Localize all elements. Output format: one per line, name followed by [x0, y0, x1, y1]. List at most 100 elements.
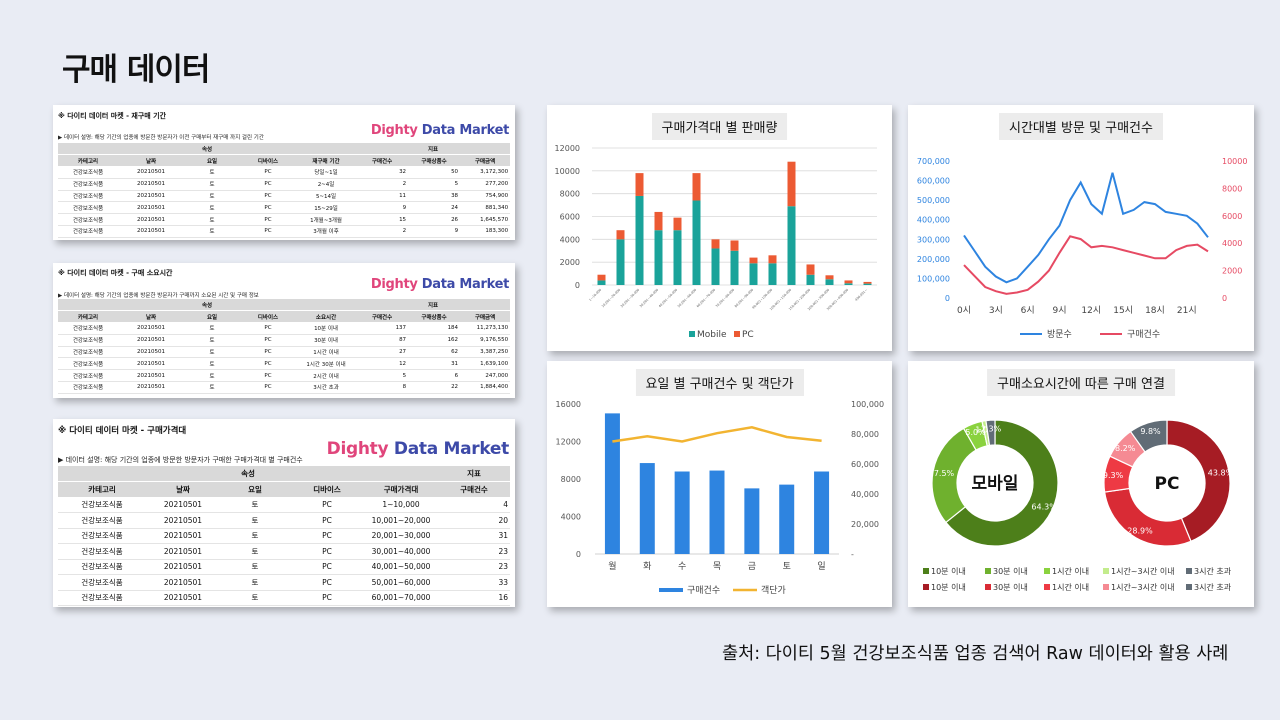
table-cell: 20210501 — [118, 213, 184, 227]
table-cell: 31 — [438, 528, 510, 544]
column-header: 디바이스 — [240, 154, 296, 168]
table-cell: 23 — [438, 543, 510, 560]
group-header-metric: 지표 — [356, 299, 511, 312]
bar — [639, 463, 655, 554]
y-tick-label: 10000 — [555, 167, 580, 176]
y-left-tick-label: 500,000 — [917, 196, 950, 205]
slice-value-label: 1.0% — [975, 425, 996, 434]
table-cell: 8 — [356, 381, 409, 394]
bar-segment — [673, 217, 682, 231]
table-cell: 건강보조식품 — [58, 381, 118, 394]
x-tick-label: 20,001~30,000 — [620, 288, 640, 308]
table-cell: PC — [290, 590, 364, 606]
x-tick-label: 6시 — [1021, 305, 1035, 316]
table-cell: 건강보조식품 — [58, 213, 118, 227]
table-cell: 3,172,300 — [460, 166, 511, 179]
column-header: 구매건수 — [356, 310, 409, 324]
dual-axis-line-chart: 0 100,000 200,000 300,000 400,000 500,000 600,… — [917, 157, 1248, 340]
legend-label: 방문수 — [1047, 329, 1072, 340]
bar — [674, 471, 690, 554]
x-tick-label: 금 — [748, 561, 756, 572]
y-tick-label: 8000 — [560, 190, 580, 199]
column-header: 구매가격대 — [364, 481, 438, 498]
y-left-tick-label: 100,000 — [917, 274, 950, 283]
x-tick-label: 400,001~ — [854, 288, 868, 302]
slice-value-label: 9.8% — [1140, 427, 1161, 436]
table-cell: 건강보조식품 — [58, 357, 118, 371]
table-cell: 20210501 — [118, 381, 184, 394]
bar-segment — [616, 239, 625, 285]
table-cell: 20210501 — [118, 357, 184, 371]
bar-segment — [844, 283, 853, 285]
table-cell: 20210501 — [118, 346, 184, 359]
bar-segment — [806, 264, 815, 275]
column-header: 소요시간 — [296, 310, 357, 324]
table-cell: 토 — [220, 528, 290, 544]
table-cell: 40,001~50,000 — [364, 559, 438, 575]
table-row: 건강보조식품 20210501 토 PC 1시간 이내 27 62 3,387,250 — [58, 346, 511, 359]
column-header: 구매금액 — [460, 154, 511, 168]
y-tick-label: 12000 — [555, 144, 580, 153]
table-cell: 87 — [356, 334, 409, 347]
bar — [604, 413, 620, 554]
hourly-visit-chart-card: 시간대별 방문 및 구매건수 0 100,000 200,000 300,000 400… — [908, 105, 1254, 351]
legend-swatch — [1186, 568, 1192, 574]
table-cell: 건강보조식품 — [58, 225, 118, 238]
table-cell: 20210501 — [118, 166, 184, 179]
table-cell: PC — [240, 334, 296, 347]
line-series-unit-price — [612, 426, 822, 443]
table-cell: 3시간 초과 — [296, 381, 357, 394]
column-header: 날짜 — [146, 481, 220, 498]
table-cell: 토 — [184, 201, 240, 215]
bar-line-combo-chart: 0 4000 8000 12000 16000 - 20,000 40,000 60,000 80… — [556, 400, 885, 596]
x-tick-label: 18시 — [1145, 305, 1165, 316]
legend-label: 1시간~3시간 이내 — [1111, 566, 1175, 576]
table-row: 건강보조식품 20210501 토 PC 30분 이내 87 162 9,176,550 — [58, 334, 511, 347]
page-title: 구매 데이터 — [62, 52, 210, 88]
dighty-logo: Dighty Data Market — [326, 439, 510, 459]
table-cell: 5~14일 — [296, 190, 357, 203]
table-cell: 2 — [356, 225, 409, 238]
column-header: 카테고리 — [58, 154, 118, 168]
table-row: 건강보조식품 20210501 토 PC 40,001~50,000 23 — [58, 559, 510, 575]
table-cell: 20210501 — [146, 574, 220, 591]
table-row: 건강보조식품 20210501 토 PC 1~10,000 4 — [58, 497, 510, 513]
table-cell: 9 — [356, 201, 409, 215]
table-cell: 토 — [184, 178, 240, 191]
table-row: 건강보조식품 20210501 토 PC 2~4일 2 5 277,200 — [58, 178, 511, 191]
table-cell: 30,001~40,000 — [364, 543, 438, 560]
slice-value-label: 9.3% — [1103, 471, 1124, 480]
y-left-tick-label: 400,000 — [917, 216, 950, 225]
table-cell: 20210501 — [146, 512, 220, 529]
legend-swatch — [985, 584, 991, 590]
table-cell: PC — [290, 528, 364, 544]
group-header-attribute: 속성 — [58, 143, 357, 156]
table-cell: 62 — [408, 346, 461, 359]
table-cell: 20210501 — [146, 528, 220, 544]
chart-title: 구매소요시간에 따른 구매 연결 — [987, 369, 1175, 396]
table-cell: 184 — [408, 322, 461, 335]
table-cell: 15~29일 — [296, 201, 357, 215]
table-title: ※ 다이티 데이터 마켓 - 재구매 기간 — [58, 112, 167, 120]
table-row: 건강보조식품 20210501 토 PC 15~29일 9 24 881,340 — [58, 201, 511, 215]
table-row: 건강보조식품 20210501 토 PC 2시간 이내 5 6 247,000 — [58, 369, 511, 383]
bar — [744, 488, 760, 554]
table-cell: 10분 이내 — [296, 322, 357, 335]
table-cell: 토 — [184, 357, 240, 371]
slice-value-label: 27.5% — [929, 469, 955, 478]
table-cell: 건강보조식품 — [58, 178, 118, 191]
weekday-purchase-chart-card: 요일 별 구매건수 및 객단가 0 4000 8000 12000 16000 - 20,0… — [547, 361, 892, 607]
table-cell: 당일~1일 — [296, 166, 357, 179]
y-left-tick-label: 4000 — [561, 513, 581, 522]
x-tick-label: 목 — [713, 561, 721, 572]
table-row: 건강보조식품 20210501 토 PC 3개월 이후 2 9 183,300 — [58, 225, 511, 238]
y-right-tick-label: 6000 — [1222, 212, 1242, 221]
legend-swatch — [1044, 568, 1050, 574]
table-cell: PC — [240, 381, 296, 394]
column-header: 구매상품수 — [408, 154, 461, 168]
table-cell: PC — [240, 225, 296, 238]
table-cell: 3,387,250 — [460, 346, 511, 359]
purchase-duration-table-card: ※ 다이티 데이터 마켓 - 구매 소요시간 ▶ 데이터 설명: 해당 기간의 … — [53, 263, 515, 398]
table-cell: PC — [240, 322, 296, 335]
table-cell: 1,639,100 — [460, 357, 511, 371]
